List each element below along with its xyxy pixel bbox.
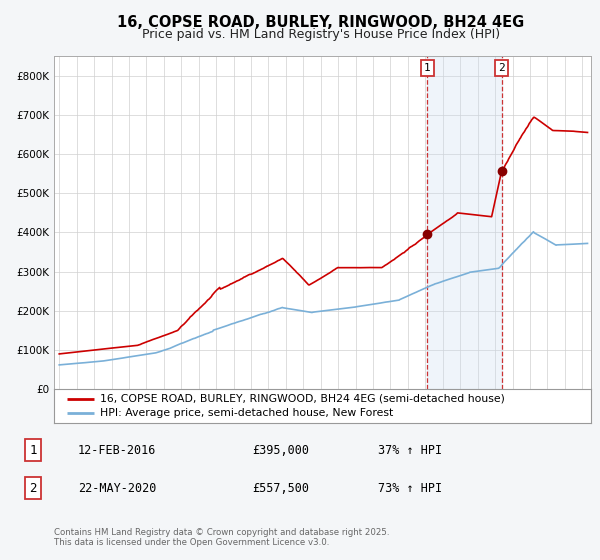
Text: Contains HM Land Registry data © Crown copyright and database right 2025.
This d: Contains HM Land Registry data © Crown c… (54, 528, 389, 547)
Text: £557,500: £557,500 (252, 482, 309, 495)
Bar (427, 56, 502, 389)
Text: 1: 1 (29, 444, 37, 457)
Text: 22-MAY-2020: 22-MAY-2020 (78, 482, 157, 495)
Text: 73% ↑ HPI: 73% ↑ HPI (378, 482, 442, 495)
Text: Price paid vs. HM Land Registry's House Price Index (HPI): Price paid vs. HM Land Registry's House … (142, 28, 500, 41)
Text: HPI: Average price, semi-detached house, New Forest: HPI: Average price, semi-detached house,… (100, 408, 393, 418)
Text: 2: 2 (499, 63, 505, 73)
Text: £395,000: £395,000 (252, 444, 309, 457)
Text: 16, COPSE ROAD, BURLEY, RINGWOOD, BH24 4EG (semi-detached house): 16, COPSE ROAD, BURLEY, RINGWOOD, BH24 4… (100, 394, 505, 404)
Text: 16, COPSE ROAD, BURLEY, RINGWOOD, BH24 4EG: 16, COPSE ROAD, BURLEY, RINGWOOD, BH24 4… (118, 15, 524, 30)
Text: 37% ↑ HPI: 37% ↑ HPI (378, 444, 442, 457)
Text: 12-FEB-2016: 12-FEB-2016 (78, 444, 157, 457)
Text: 1: 1 (424, 63, 431, 73)
Text: 2: 2 (29, 482, 37, 495)
